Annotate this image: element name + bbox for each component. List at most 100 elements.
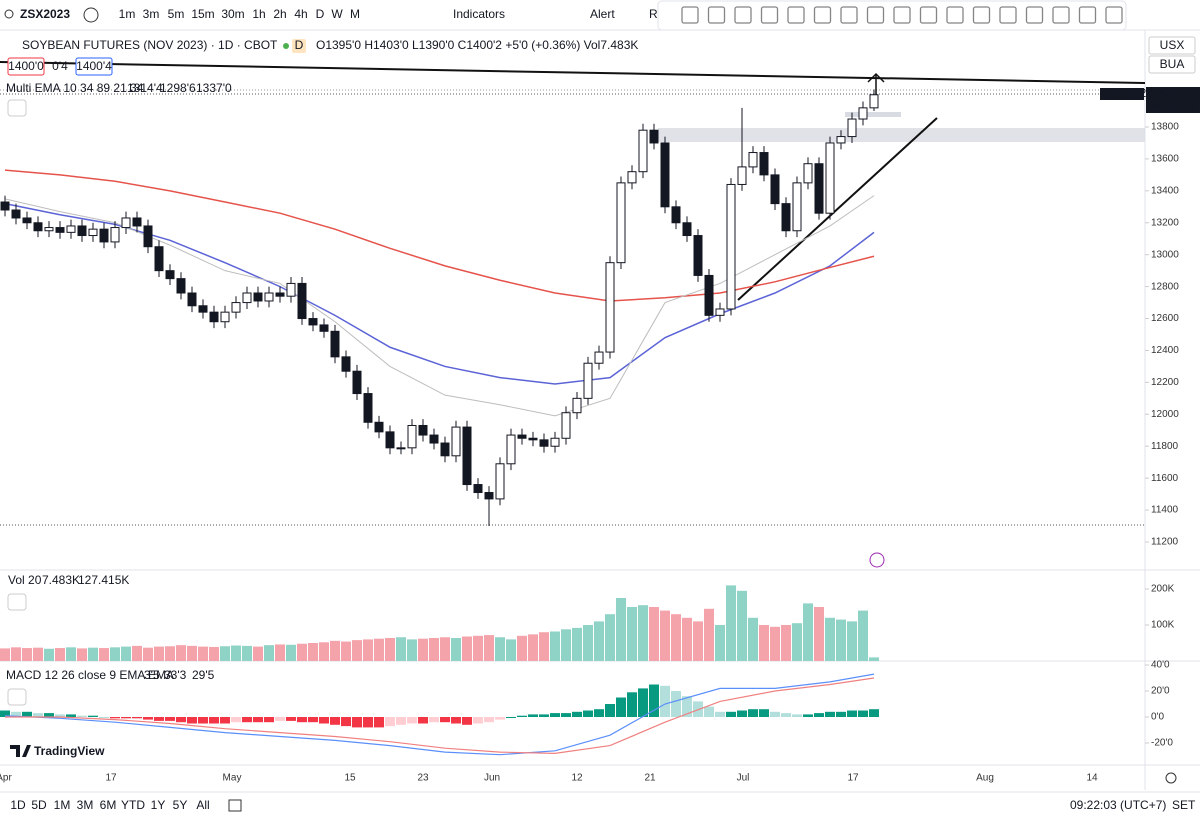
range-button[interactable]: 5D xyxy=(31,798,47,812)
date-label: 12 xyxy=(571,773,583,784)
macd-bar xyxy=(462,717,472,725)
candle-body xyxy=(693,235,703,276)
tool-icon[interactable] xyxy=(999,6,1017,24)
volume-bar xyxy=(198,646,208,661)
tool-icon[interactable] xyxy=(681,6,699,24)
sell-price[interactable]: 1400'0 xyxy=(8,59,44,73)
candle-body xyxy=(209,311,219,323)
candle-body xyxy=(869,94,879,109)
macd-bar xyxy=(616,697,626,717)
alert-button[interactable]: Alert xyxy=(590,7,615,21)
range-button[interactable]: 1M xyxy=(54,798,71,812)
macd-bar xyxy=(528,714,538,717)
tool-icon[interactable] xyxy=(840,6,858,24)
volume-bar xyxy=(572,627,582,661)
date-label: 21 xyxy=(644,773,656,784)
collapse-button[interactable] xyxy=(7,688,27,706)
currency-select[interactable] xyxy=(1148,36,1196,55)
tool-icon[interactable] xyxy=(707,6,726,24)
volume-bar xyxy=(99,648,109,661)
range-button[interactable]: 1D xyxy=(10,798,26,812)
tool-icon[interactable] xyxy=(734,6,752,24)
indicators-button[interactable]: Indicators xyxy=(453,7,505,21)
tool-icon[interactable] xyxy=(813,6,832,24)
collapse-button[interactable] xyxy=(7,593,27,611)
ema-line xyxy=(4,195,875,417)
add-symbol[interactable] xyxy=(83,7,99,23)
range-button[interactable]: 6M xyxy=(100,798,117,812)
timeframe[interactable]: 30m xyxy=(221,7,244,21)
range-button[interactable]: 3M xyxy=(77,798,94,812)
macd-bar xyxy=(341,717,351,727)
timeframe[interactable]: 5m xyxy=(168,7,185,21)
collapse-button[interactable] xyxy=(7,99,27,117)
macd-bar xyxy=(638,688,648,717)
timeframe[interactable]: 3m xyxy=(143,7,160,21)
candle-body xyxy=(165,270,175,280)
unit-select[interactable] xyxy=(1148,55,1196,74)
volume-bar xyxy=(748,617,758,661)
timeframe[interactable]: 4h xyxy=(294,7,307,21)
range-button[interactable]: YTD xyxy=(121,798,145,812)
tool-icon[interactable] xyxy=(972,6,991,24)
range-button[interactable]: All xyxy=(196,798,209,812)
volume-bar xyxy=(396,637,406,661)
tool-icon[interactable] xyxy=(866,6,885,24)
timeframe[interactable]: 1h xyxy=(252,7,265,21)
volume-bar xyxy=(616,598,626,661)
macd-bar xyxy=(869,709,879,717)
volume-bar xyxy=(286,644,296,661)
timeframe[interactable]: W xyxy=(331,7,343,21)
tool-icon[interactable] xyxy=(1078,6,1097,24)
macd-bar xyxy=(440,717,450,723)
event-icon[interactable] xyxy=(869,552,885,568)
drawing-tools[interactable] xyxy=(681,6,1123,24)
volume-bar xyxy=(506,639,516,661)
y-tick-label: 0'0 xyxy=(1151,712,1164,723)
clock[interactable]: 09:22:03 (UTC+7) xyxy=(1070,798,1166,812)
y-tick-label: 11600 xyxy=(1151,473,1179,484)
volume-bar xyxy=(649,607,659,661)
settings-icon[interactable] xyxy=(1165,772,1177,784)
volume-bar xyxy=(671,614,681,661)
range-button[interactable]: 1Y xyxy=(151,798,166,812)
logo-mark xyxy=(10,745,31,757)
last-price: 1400'2 xyxy=(1150,86,1187,100)
tool-icon[interactable] xyxy=(787,6,805,24)
volume-bar xyxy=(605,614,615,661)
timeframe[interactable]: 2h xyxy=(273,7,286,21)
candle-body xyxy=(517,434,527,439)
tool-icon[interactable] xyxy=(1025,6,1044,24)
buy-price[interactable]: 1400'4 xyxy=(76,59,112,73)
replay-button[interactable]: R xyxy=(649,7,658,21)
macd-bar xyxy=(99,717,109,718)
macd-bar xyxy=(11,711,21,717)
tool-icon[interactable] xyxy=(1105,6,1123,24)
date-label: Jun xyxy=(484,773,500,784)
sell-button[interactable] xyxy=(7,57,45,76)
macd-bar xyxy=(308,717,318,723)
timeframe[interactable]: 1m xyxy=(119,7,136,21)
tool-icon[interactable] xyxy=(760,6,779,24)
range-button[interactable]: 5Y xyxy=(173,798,188,812)
currency[interactable]: USX xyxy=(1160,38,1185,52)
volume-bar xyxy=(66,647,76,661)
buy-button[interactable] xyxy=(75,57,113,76)
tool-icon[interactable] xyxy=(919,6,938,24)
tool-icon[interactable] xyxy=(893,6,911,24)
tool-icon[interactable] xyxy=(1052,6,1070,24)
session[interactable]: SET xyxy=(1172,798,1196,812)
timeframe[interactable]: M xyxy=(350,7,360,21)
symbol[interactable]: ZSX2023 xyxy=(20,7,70,21)
macd-bar xyxy=(737,710,747,717)
macd-bar xyxy=(385,717,395,727)
macd-bar xyxy=(88,715,98,717)
candle-body xyxy=(451,426,461,457)
calendar-icon[interactable] xyxy=(228,799,242,812)
tool-icon[interactable] xyxy=(946,6,964,24)
macd-bar xyxy=(319,717,329,724)
timeframe[interactable]: 15m xyxy=(191,7,214,21)
unit[interactable]: BUA xyxy=(1160,57,1185,71)
volume-bar xyxy=(22,648,32,661)
timeframe[interactable]: D xyxy=(316,7,325,21)
